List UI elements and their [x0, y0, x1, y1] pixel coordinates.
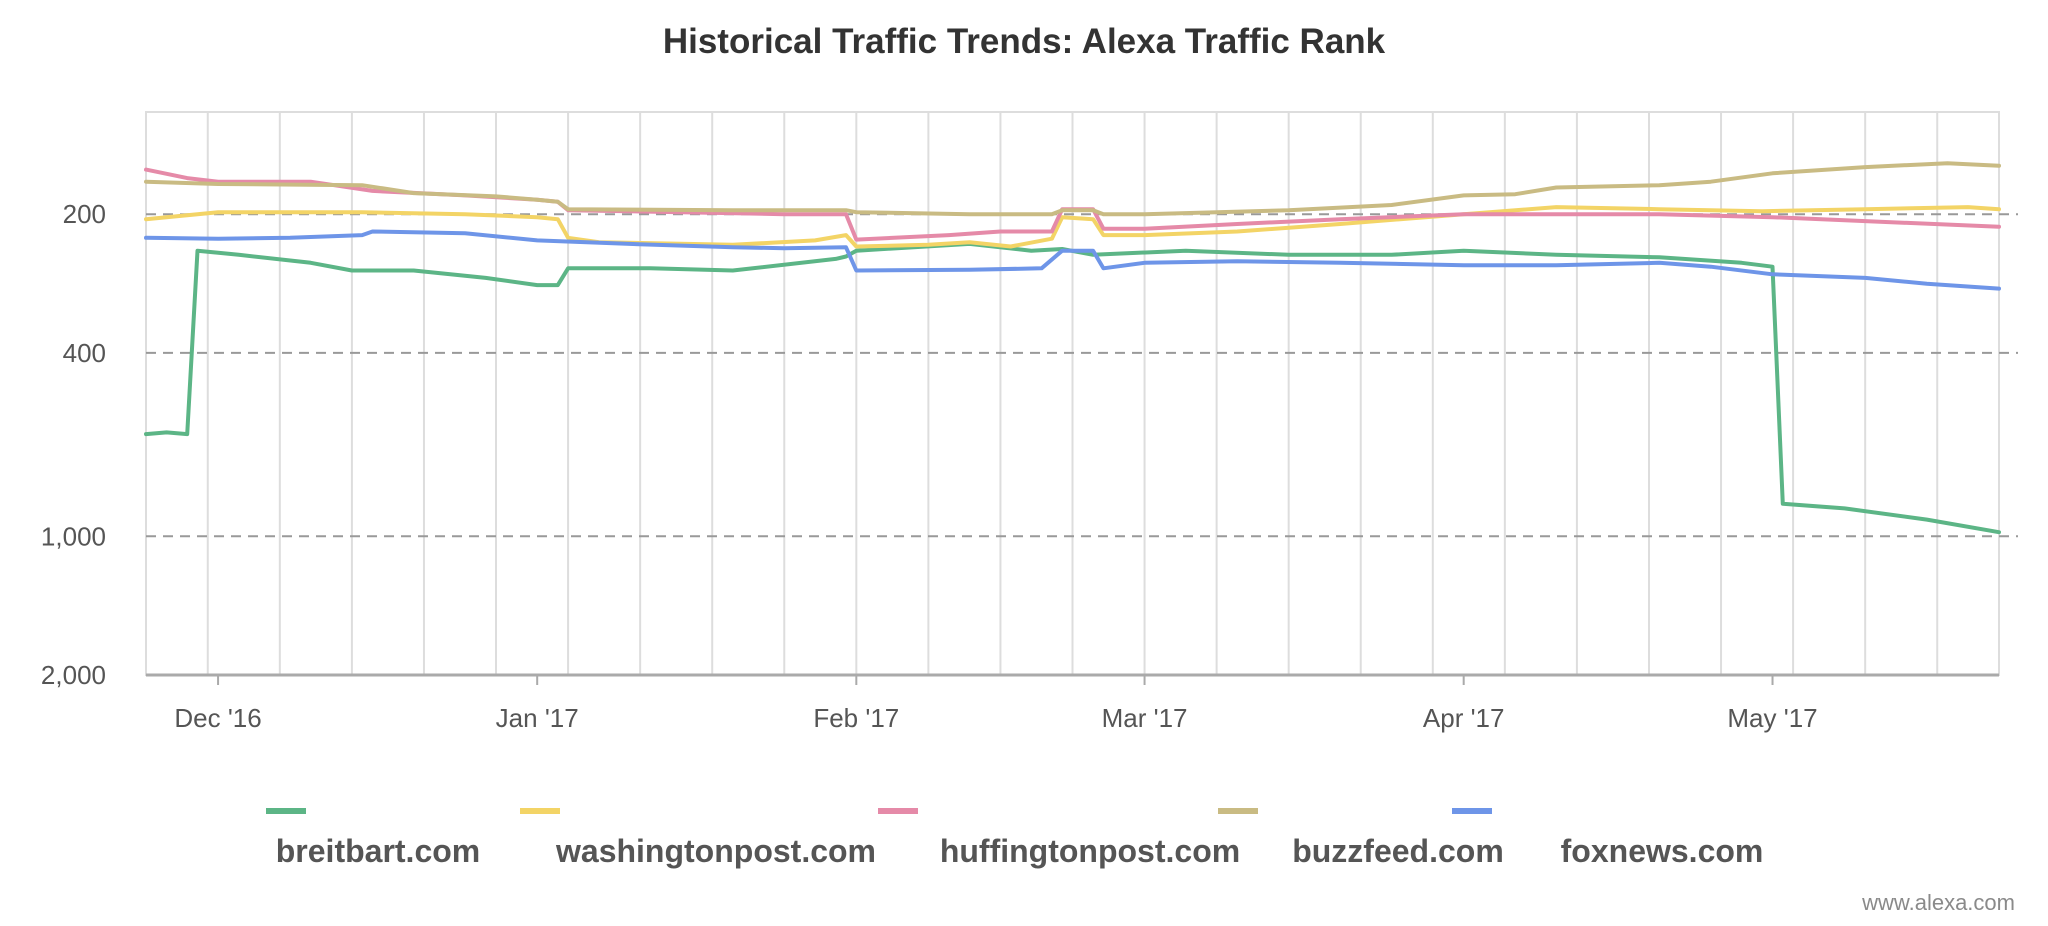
x-tick-labels: Dec '16 Jan '17 Feb '17 Mar '17 Apr '17 May '…: [174, 703, 1817, 733]
series-lines: [144, 161, 2001, 535]
y-tick-label: 400: [63, 338, 106, 368]
vertical-gridlines: [206, 112, 1939, 675]
legend-item: buzzfeed.com: [1218, 808, 1504, 869]
legend-item: breitbart.com: [266, 808, 480, 869]
x-tick-label: Mar '17: [1102, 703, 1188, 733]
legend-label: foxnews.com: [1561, 833, 1764, 869]
watermark: www.alexa.com: [1861, 890, 2015, 915]
x-tick-label: May '17: [1727, 703, 1817, 733]
series-line-washingtonpost-com: [144, 205, 2001, 249]
axes: [146, 673, 1999, 685]
y-tick-label: 1,000: [41, 521, 106, 551]
legend-item: huffingtonpost.com: [878, 808, 1240, 869]
legend-label: breitbart.com: [276, 833, 480, 869]
y-tick-label: 200: [63, 199, 106, 229]
legend-item: foxnews.com: [1452, 808, 1764, 869]
y-tick-labels: 200 400 1,000 2,000: [41, 199, 106, 690]
legend-label: buzzfeed.com: [1292, 833, 1504, 869]
series-line-breitbart-com: [144, 241, 2001, 535]
legend-label: washingtonpost.com: [555, 833, 876, 869]
x-tick-label: Feb '17: [813, 703, 899, 733]
legend-label: huffingtonpost.com: [940, 833, 1240, 869]
series-line-buzzfeed-com: [144, 161, 2001, 217]
x-tick-label: Dec '16: [174, 703, 261, 733]
legend: breitbart.com washingtonpost.com huffingto…: [266, 808, 1764, 869]
series-line-foxnews-com: [144, 229, 2001, 291]
y-tick-label: 2,000: [41, 660, 106, 690]
legend-item: washingtonpost.com: [520, 808, 876, 869]
chart-title: Historical Traffic Trends: Alexa Traffic…: [662, 22, 1386, 61]
x-tick-label: Apr '17: [1423, 703, 1505, 733]
x-tick-label: Jan '17: [496, 703, 579, 733]
